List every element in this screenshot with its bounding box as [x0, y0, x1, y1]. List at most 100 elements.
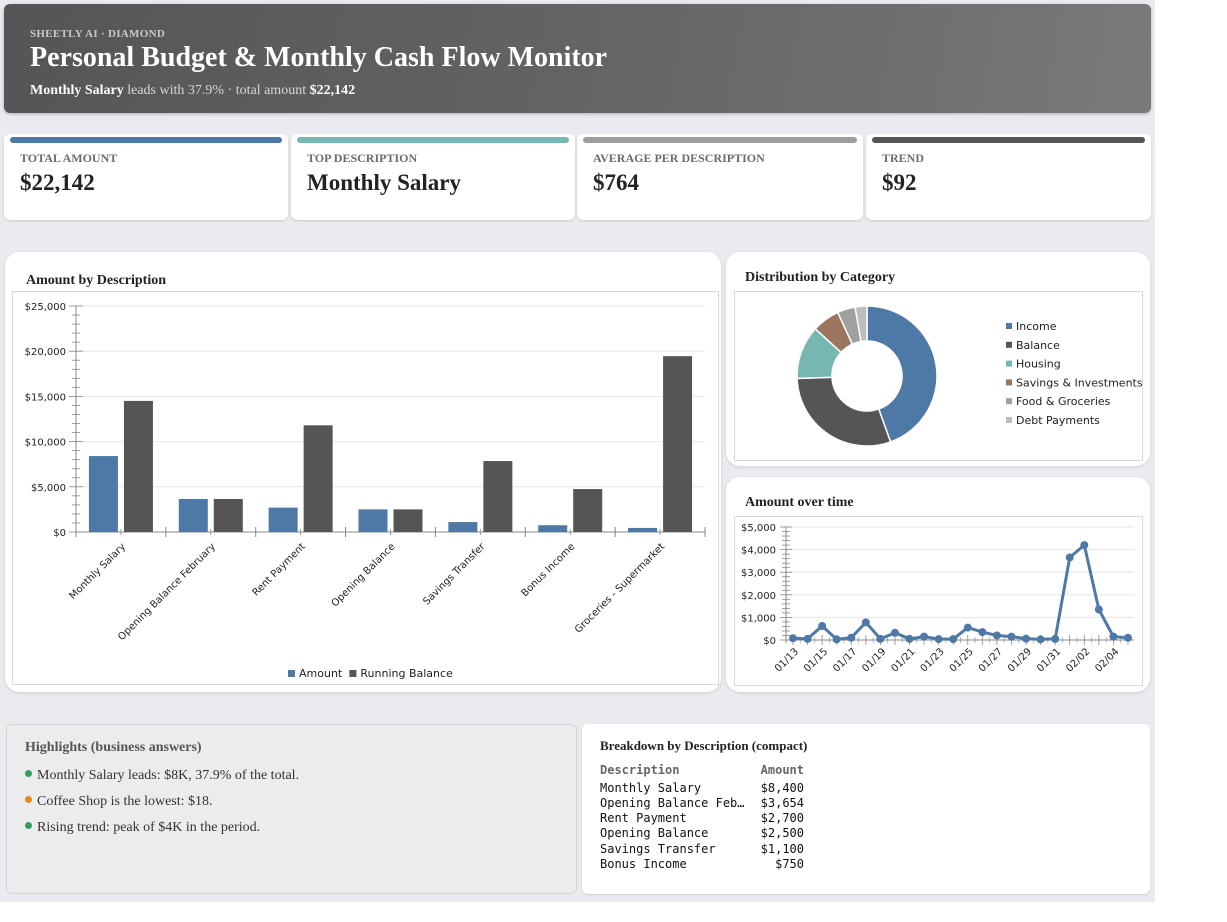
row-description: Savings Transfer [600, 842, 716, 856]
row-amount: $8,400 [760, 781, 804, 795]
y-tick-label: $20,000 [25, 347, 66, 358]
bar-amount [268, 507, 298, 532]
bar-amount [178, 498, 208, 532]
legend-label: Income [1016, 320, 1057, 333]
x-tick-label: 02/02 [1064, 646, 1092, 674]
x-tick-label: Savings Transfer [421, 541, 488, 608]
kpi-label: TREND [882, 151, 925, 165]
donut-chart-frame [734, 291, 1143, 461]
kpi-accent-bar [583, 137, 857, 143]
data-point [920, 632, 929, 641]
line-chart-card: Amount over time $0 $1,000 $2,000 $3,000 $4,… [726, 477, 1150, 692]
data-point [1051, 634, 1060, 643]
x-tick-label: Groceries - Supermarket [573, 541, 667, 635]
donut-slice [866, 305, 938, 443]
highlight-item: Monthly Salary leads: $8K, 37.9% of the … [25, 768, 299, 784]
data-point [876, 634, 885, 643]
data-point [789, 634, 797, 643]
bar-running-balance [303, 425, 333, 532]
y-tick-label: $25,000 [25, 302, 66, 313]
legend-swatch [1006, 417, 1012, 423]
data-point [1109, 632, 1118, 641]
bar-chart-title: Amount by Description [26, 273, 167, 288]
highlights-title: Highlights (business answers) [25, 740, 202, 755]
data-point [1124, 633, 1132, 642]
x-tick-label: 01/29 [1006, 646, 1034, 674]
highlight-text: Rising trend: peak of $4K in the period. [37, 820, 261, 835]
highlight-text: Coffee Shop is the lowest: $18. [37, 794, 213, 809]
y-tick-label: $3,000 [741, 568, 776, 579]
bar-chart: $0 $5,000 $10,000 $15,000 $20,000 $25,000 Mont… [25, 302, 706, 680]
bar-amount [88, 456, 118, 532]
subtitle-mid: leads with 37.9% · total amount [123, 83, 310, 98]
bar-running-balance [213, 498, 243, 532]
row-amount: $750 [775, 857, 804, 871]
bar-chart-card: Amount by Description $0 $5,000 $10,000 $15… [5, 252, 721, 692]
x-tick-label: 01/19 [860, 646, 888, 674]
header-amount: Amount [760, 763, 804, 777]
data-point [992, 631, 1001, 640]
row-amount: $1,100 [760, 842, 804, 856]
bar-amount [358, 509, 388, 532]
data-point [963, 623, 972, 632]
data-point [1065, 553, 1074, 562]
legend-swatch [1006, 398, 1012, 405]
legend-swatch [1006, 379, 1012, 386]
legend-label: Balance [1016, 339, 1060, 352]
x-tick-label: 01/23 [919, 646, 947, 674]
x-tick-label: 01/21 [889, 646, 917, 674]
data-point [1080, 541, 1089, 550]
kpi-value: $22,142 [20, 170, 95, 195]
kpi-card-total-amount: TOTAL AMOUNT $22,142 [4, 134, 288, 220]
bullet-dot-icon [25, 822, 32, 829]
y-tick-label: $0 [53, 528, 66, 539]
kpi-accent-bar [297, 137, 569, 143]
y-tick-label: $4,000 [741, 546, 776, 557]
bar-amount [628, 527, 658, 532]
row-amount: $3,654 [760, 796, 804, 810]
highlight-text: Monthly Salary leads: $8K, 37.9% of the … [37, 768, 300, 783]
legend-label: Savings & Investments [1016, 376, 1143, 389]
legend-label: Food & Groceries [1016, 395, 1111, 408]
bar-running-balance [663, 356, 693, 532]
y-tick-label: $10,000 [25, 438, 66, 449]
data-point [1007, 632, 1016, 641]
x-tick-label: 02/04 [1093, 646, 1121, 674]
bar-running-balance [573, 489, 603, 532]
kpi-card-top-description: TOP DESCRIPTION Monthly Salary [291, 134, 575, 220]
row-amount: $2,500 [760, 826, 804, 840]
legend-swatch [349, 670, 357, 677]
donut-chart: Income Balance Housing Savings & Investment… [796, 305, 1143, 447]
row-description: Bonus Income [600, 857, 687, 871]
data-point [1022, 634, 1031, 643]
bar-chart-frame [12, 291, 719, 685]
kpi-card-average: AVERAGE PER DESCRIPTION $764 [577, 134, 863, 220]
bar-amount [448, 522, 478, 532]
highlight-item: Rising trend: peak of $4K in the period. [25, 820, 260, 836]
legend-label: Debt Payments [1016, 414, 1100, 427]
page-title: Personal Budget & Monthly Cash Flow Moni… [30, 42, 608, 73]
legend-swatch [1006, 323, 1012, 329]
data-point [890, 628, 899, 637]
bar-amount [538, 525, 568, 532]
line-chart-frame [734, 516, 1143, 686]
x-tick-label: Opening Balance [330, 541, 398, 609]
x-tick-label: 01/13 [773, 646, 801, 674]
data-point [978, 628, 987, 637]
x-tick-label: 01/31 [1035, 646, 1063, 674]
x-tick-label: 01/17 [831, 646, 859, 674]
legend-label: Running Balance [360, 667, 453, 680]
series-line [792, 543, 1129, 641]
line-chart-title: Amount over time [745, 495, 854, 510]
x-tick-label: 01/25 [948, 646, 976, 674]
data-point [832, 635, 841, 644]
highlight-item: Coffee Shop is the lowest: $18. [25, 794, 213, 810]
y-tick-label: $5,000 [741, 523, 776, 534]
y-tick-label: $5,000 [31, 483, 66, 494]
data-point [847, 633, 856, 642]
header-subtitle: Monthly Salary leads with 37.9% · total … [30, 83, 355, 99]
y-tick-label: $2,000 [741, 591, 776, 602]
subtitle-total: $22,142 [309, 83, 356, 98]
donut-chart-title: Distribution by Category [745, 270, 896, 285]
bullet-dot-icon [25, 770, 32, 777]
